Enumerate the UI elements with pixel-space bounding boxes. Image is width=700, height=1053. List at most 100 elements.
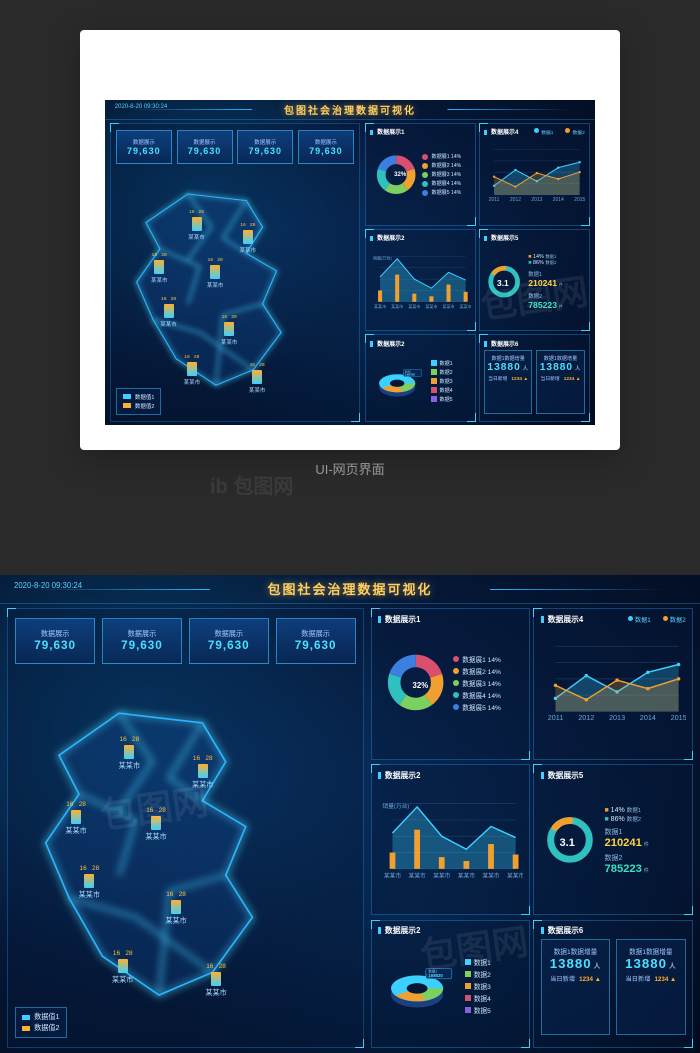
- stat-value: 79,630: [117, 146, 171, 156]
- header: 2020-8-20 09:30:24 包图社会治理数据可视化: [0, 575, 700, 604]
- preview-card-bottom: 2020-8-20 09:30:24 包图社会治理数据可视化 数据展示 79,6…: [0, 575, 700, 1053]
- gauge-stats: ■ 14% 数据1■ 86% 数据2数据1210241件数据2785223件: [528, 254, 563, 310]
- svg-text:某某市: 某某市: [443, 303, 455, 309]
- map-legend: 数据值1数据值2: [116, 388, 162, 415]
- legend-item: 数据4: [465, 993, 491, 1003]
- panel-1-title: 数据展示1: [370, 127, 471, 136]
- svg-text:某某市: 某某市: [458, 871, 476, 879]
- svg-text:某某市: 某某市: [482, 871, 500, 879]
- legend-item: 数据2: [431, 369, 453, 376]
- stat-row: 数据展示 79,630数据展示 79,630数据展示 79,630数据展示 79…: [15, 618, 356, 663]
- panel-6: 数据展示6 数据1数据增量 13880人 当日新增1234 ▲ 数据1数据增量 …: [479, 334, 591, 421]
- metric-sub: 当日新增1234 ▲: [542, 974, 610, 983]
- stat-label: 数据展示: [117, 138, 171, 146]
- gauge-center: 3.1: [497, 278, 509, 288]
- metric-sub: 当日新增1234 ▲: [617, 974, 685, 983]
- svg-text:2013: 2013: [609, 713, 625, 722]
- panel-3-title: 数据展示2: [378, 925, 523, 936]
- stat-label: 数据展示: [178, 138, 232, 146]
- legend-item: 数据展4 14%: [422, 180, 461, 187]
- legend-item: 数据展1 14%: [453, 654, 501, 664]
- preview-card-top: 2020-8-20 09:30:24 包图社会治理数据可视化 数据展示 79,6…: [80, 30, 620, 450]
- right-grid: 数据展示1 数据展1 14%数据展2 14%数据展3 14%数据展4 14%数据…: [365, 123, 590, 422]
- panel-5-title: 数据展示5: [541, 770, 686, 781]
- legend-item: 数据展2 14%: [422, 162, 461, 169]
- city-pin: 16 28某某市: [79, 865, 100, 900]
- right-grid: 数据展示1 数据展1 14%数据展2 14%数据展3 14%数据展4 14%数据…: [371, 608, 693, 1048]
- metric-value: 13880人: [542, 956, 610, 971]
- donut-legend: 数据展1 14%数据展2 14%数据展3 14%数据展4 14%数据展5 14%: [422, 151, 461, 198]
- metric-card: 数据1数据增量 13880人 当日新增1234 ▲: [541, 939, 611, 1035]
- gauge-center: 3.1: [560, 837, 575, 849]
- map-panel: 数据展示 79,630数据展示 79,630数据展示 79,630数据展示 79…: [7, 608, 364, 1048]
- map-area: 16 28某某市 16 28某某市 16 28某某市 16 28某某市 16 28某某市…: [19, 697, 352, 1021]
- metric-value: 13880人: [537, 362, 583, 373]
- legend-item: 数据值1: [123, 393, 155, 401]
- svg-text:2011: 2011: [547, 713, 563, 722]
- stat-card: 数据展示 79,630: [102, 618, 182, 663]
- metric-title: 数据1数据增量: [542, 946, 610, 956]
- dashboard: 2020-8-20 09:30:24 包图社会治理数据可视化 数据展示 79,6…: [0, 575, 700, 1053]
- svg-text:某某市: 某某市: [426, 303, 438, 309]
- gauge-seg-label: ■ 14% 数据1: [604, 805, 648, 814]
- metric-card: 数据1数据增量 13880人 当日新增1234 ▲: [616, 939, 686, 1035]
- header-title: 包图社会治理数据可视化: [284, 102, 416, 117]
- panel-1-title: 数据展示1: [378, 614, 523, 625]
- panel-3: 数据展示2 数据1 168520 数据1数据2数据3数据4数据5: [365, 334, 477, 421]
- gauge-stat: 数据1210241件: [528, 270, 563, 288]
- combo-chart: 销量(万台)某某市某某市某某市某某市某某市某某市: [370, 244, 471, 319]
- city-pin: 16 28某某市: [188, 210, 205, 241]
- svg-text:2015: 2015: [670, 713, 685, 722]
- legend-item: 数据展2 14%: [453, 666, 501, 676]
- legend-item: 数据2: [657, 617, 686, 624]
- legend-item: 数据展5 14%: [422, 189, 461, 196]
- legend-item: 数据1: [622, 617, 651, 624]
- stat-card: 数据展示 79,630: [189, 618, 269, 663]
- map-panel: 数据展示 79,630数据展示 79,630数据展示 79,630数据展示 79…: [110, 123, 360, 422]
- legend-item: 数据3: [431, 378, 453, 385]
- legend-item: 数据4: [431, 387, 453, 394]
- metric-title: 数据1数据增量: [537, 355, 583, 362]
- donut-legend: 数据展1 14%数据展2 14%数据展3 14%数据展4 14%数据展5 14%: [453, 652, 501, 714]
- city-pin: 16 28某某市: [192, 755, 213, 790]
- city-pin: 16 28某某市: [165, 891, 186, 926]
- stat-card: 数据展示 79,630: [298, 130, 354, 164]
- city-pin: 16 28某某市: [145, 807, 166, 842]
- map-area: 16 28某某市16 28某某市16 28某某市16 28某某市16 28某某市…: [118, 183, 351, 403]
- metric-sub: 当日新增1234 ▲: [537, 375, 583, 382]
- svg-text:某某市: 某某市: [507, 871, 523, 879]
- panel-2-title: 数据展示2: [378, 770, 523, 781]
- stat-value: 79,630: [190, 639, 268, 652]
- svg-text:销量(万台): 销量(万台): [373, 254, 392, 260]
- pie3d-chart: 数据1 168520: [370, 350, 430, 413]
- combo-chart: 销量(万台)某某市某某市某某市某某市某某市某某市: [378, 784, 523, 896]
- donut-center: 32%: [394, 172, 406, 178]
- city-pin: 16 28某某市: [207, 258, 224, 289]
- gauge-stats: ■ 14% 数据1■ 86% 数据2数据1210241件数据2785223件: [604, 805, 648, 875]
- header-datetime: 2020-8-20 09:30:24: [14, 581, 82, 590]
- panel-4: 数据展示4 数据1数据2 20112012201320142015: [479, 123, 591, 226]
- svg-text:某某市: 某某市: [391, 303, 403, 309]
- pie3d-legend: 数据1数据2数据3数据4数据5: [431, 358, 453, 405]
- legend-item: 数据1: [465, 957, 491, 967]
- svg-text:2014: 2014: [553, 197, 564, 203]
- legend-item: 数据1: [431, 360, 453, 367]
- panel-5-title: 数据展示5: [484, 233, 585, 242]
- stat-row: 数据展示 79,630数据展示 79,630数据展示 79,630数据展示 79…: [116, 130, 354, 164]
- stat-label: 数据展示: [277, 629, 355, 639]
- dashboard: 2020-8-20 09:30:24 包图社会治理数据可视化 数据展示 79,6…: [105, 100, 595, 425]
- map-outline-sharp: [137, 194, 282, 385]
- svg-text:2014: 2014: [640, 713, 656, 722]
- svg-text:销量(万台): 销量(万台): [382, 802, 409, 810]
- legend-item: 数据展5 14%: [453, 702, 501, 712]
- stat-value: 79,630: [238, 146, 292, 156]
- panel-6-title: 数据展示6: [541, 925, 686, 936]
- city-pin: 16 28某某市: [240, 223, 257, 254]
- stat-value: 79,630: [178, 146, 232, 156]
- city-pin: 16 28某某市: [119, 736, 140, 771]
- legend-item: 数据5: [465, 1005, 491, 1015]
- stat-card: 数据展示 79,630: [237, 130, 293, 164]
- stat-value: 79,630: [277, 639, 355, 652]
- legend-item: 数据展3 14%: [422, 171, 461, 178]
- panel-6-cards: 数据1数据增量 13880人 当日新增1234 ▲ 数据1数据增量 13880人…: [484, 350, 585, 415]
